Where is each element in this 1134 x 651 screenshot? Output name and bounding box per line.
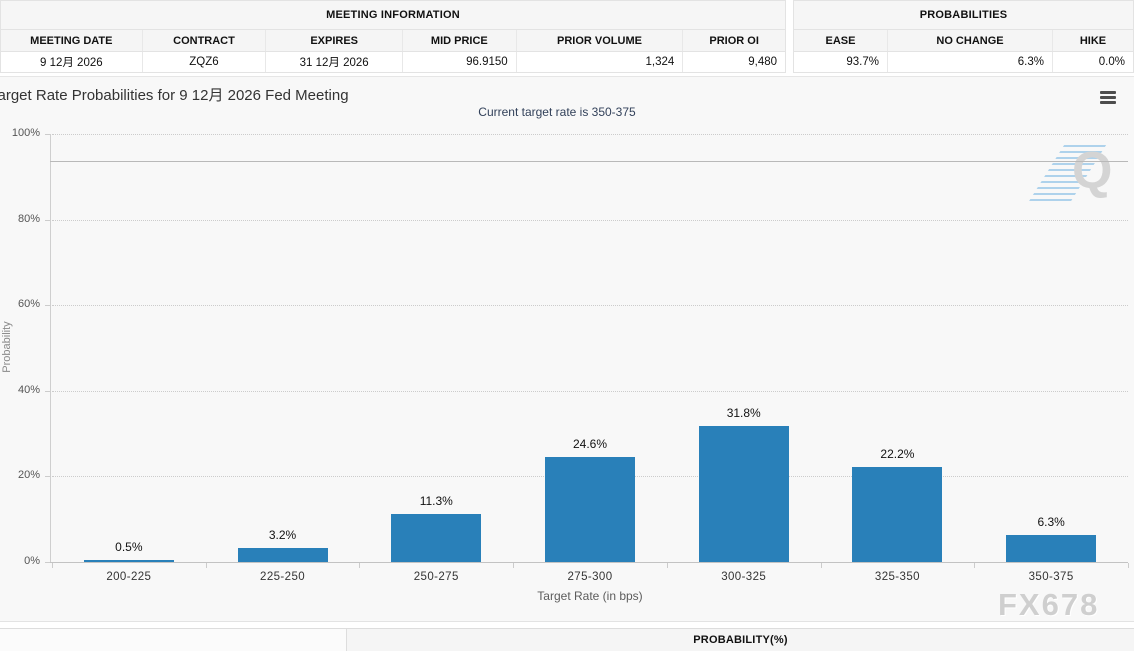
y-gridline-100 bbox=[52, 134, 1128, 135]
x-tick-mark-7 bbox=[1128, 563, 1129, 568]
footer-table: PROBABILITY(%) bbox=[0, 628, 1134, 651]
chart-subtitle: Current target rate is 350-375 bbox=[478, 105, 636, 119]
value-contract: ZQZ6 bbox=[143, 52, 267, 72]
x-tick-mark-1 bbox=[205, 563, 207, 568]
chart-context-menu-button[interactable] bbox=[1098, 88, 1118, 105]
y-tick-mark-0 bbox=[45, 562, 50, 563]
plot-area: 0% 20% 40% 60% 80% 100% 0.5% 200-225 3.2% 225-250… bbox=[12, 127, 1129, 583]
y-gridline-80 bbox=[52, 219, 1128, 221]
value-no-change: 6.3% bbox=[888, 52, 1053, 72]
y-axis-title: Probability bbox=[1, 321, 13, 373]
bar-value-label-300-325: 31.8% bbox=[726, 405, 761, 420]
y-tick-mark-80 bbox=[45, 219, 50, 221]
y-tick-label-60: 60% bbox=[17, 298, 40, 311]
x-tick-mark-2 bbox=[359, 563, 361, 568]
value-meeting-date: 9 12月 2026 bbox=[1, 52, 143, 72]
y-tick-label-100: 100% bbox=[11, 127, 40, 139]
y-tick-mark-60 bbox=[45, 305, 50, 307]
x-category-label-225-250: 225-250 bbox=[260, 571, 306, 583]
y-tick-mark-100 bbox=[45, 134, 50, 135]
bar-300-325[interactable] bbox=[698, 425, 789, 562]
probabilities-header-row: EASE NO CHANGE HIKE bbox=[793, 30, 1134, 52]
x-tick-mark-3 bbox=[513, 563, 515, 568]
bar-275-300[interactable] bbox=[545, 456, 635, 562]
y-tick-label-80: 80% bbox=[17, 212, 40, 225]
col-header-prior-oi: PRIOR OI bbox=[709, 34, 759, 47]
fx678-watermark: FX678 bbox=[998, 587, 1100, 622]
col-header-no-change: NO CHANGE bbox=[888, 30, 1053, 51]
plotline-93.7 bbox=[50, 160, 1128, 162]
x-tick-mark-0 bbox=[52, 563, 53, 568]
y-tick-label-20: 20% bbox=[17, 469, 40, 482]
y-gridline-60 bbox=[52, 305, 1128, 307]
y-tick-label-40: 40% bbox=[17, 383, 40, 396]
value-expires: 31 12月 2026 bbox=[266, 52, 403, 72]
x-category-label-275-300: 275-300 bbox=[567, 571, 613, 583]
meeting-information-table: MEETING INFORMATION MEETING DATE CONTRAC… bbox=[0, 0, 786, 73]
bar-325-350[interactable] bbox=[852, 466, 943, 562]
hamburger-icon bbox=[1100, 91, 1116, 94]
x-axis-title: Target Rate (in bps) bbox=[537, 589, 643, 603]
col-header-hike: HIKE bbox=[1079, 34, 1107, 47]
bar-value-label-350-375: 6.3% bbox=[1037, 515, 1065, 530]
x-category-label-300-325: 300-325 bbox=[721, 571, 767, 583]
bar-value-label-200-225: 0.5% bbox=[115, 539, 143, 554]
value-hike: 0.0% bbox=[1098, 56, 1125, 68]
col-header-meeting-date: MEETING DATE bbox=[1, 30, 143, 51]
y-tick-mark-20 bbox=[45, 476, 50, 478]
chart-title: Target Rate Probabilities for 9 12月 2026… bbox=[0, 87, 349, 104]
bar-200-225[interactable] bbox=[83, 559, 174, 562]
bar-value-label-250-275: 11.3% bbox=[419, 493, 453, 508]
value-mid-price: 96.9150 bbox=[403, 52, 517, 72]
bar-value-label-275-300: 24.6% bbox=[572, 436, 608, 451]
x-category-label-350-375: 350-375 bbox=[1028, 571, 1074, 583]
chart-card: Target Rate Probabilities for 9 12月 2026… bbox=[0, 76, 1134, 622]
footer-probability-header: PROBABILITY(%) bbox=[347, 629, 1134, 651]
value-ease: 93.7% bbox=[794, 52, 888, 72]
value-prior-oi: 9,480 bbox=[748, 56, 778, 68]
probabilities-table: PROBABILITIES EASE NO CHANGE HIKE 93.7% … bbox=[793, 0, 1134, 73]
bar-value-label-225-250: 3.2% bbox=[268, 528, 297, 543]
y-tick-label-0: 0% bbox=[24, 555, 40, 567]
x-category-label-200-225: 200-225 bbox=[106, 571, 152, 583]
col-header-ease: EASE bbox=[794, 30, 888, 51]
y-tick-mark-40 bbox=[45, 390, 50, 392]
bar-value-label-325-350: 22.2% bbox=[880, 446, 915, 461]
bar-350-375[interactable] bbox=[1006, 535, 1097, 562]
value-prior-volume: 1,324 bbox=[517, 52, 684, 72]
meeting-information-title: MEETING INFORMATION bbox=[0, 0, 786, 30]
bar-225-250[interactable] bbox=[237, 548, 328, 562]
x-axis-line bbox=[50, 562, 1128, 563]
meeting-information-value-row: 9 12月 2026 ZQZ6 31 12月 2026 96.9150 1,32… bbox=[0, 52, 786, 73]
x-category-label-325-350: 325-350 bbox=[874, 571, 920, 583]
col-header-contract: CONTRACT bbox=[143, 30, 267, 51]
probabilities-title: PROBABILITIES bbox=[793, 0, 1134, 30]
y-axis-line bbox=[50, 134, 51, 562]
x-tick-mark-4 bbox=[666, 563, 668, 568]
y-gridline-40 bbox=[52, 390, 1128, 392]
meeting-information-header-row: MEETING DATE CONTRACT EXPIRES MID PRICE … bbox=[0, 30, 786, 52]
col-header-prior-volume: PRIOR VOLUME bbox=[517, 30, 684, 51]
x-tick-mark-6 bbox=[974, 563, 976, 568]
probabilities-value-row: 93.7% 6.3% 0.0% bbox=[793, 52, 1134, 73]
footer-empty-cell bbox=[0, 629, 347, 651]
x-tick-mark-5 bbox=[820, 563, 822, 568]
col-header-expires: EXPIRES bbox=[266, 30, 403, 51]
bar-250-275[interactable] bbox=[391, 513, 482, 562]
x-category-label-250-275: 250-275 bbox=[413, 571, 459, 583]
col-header-mid-price: MID PRICE bbox=[403, 30, 517, 51]
